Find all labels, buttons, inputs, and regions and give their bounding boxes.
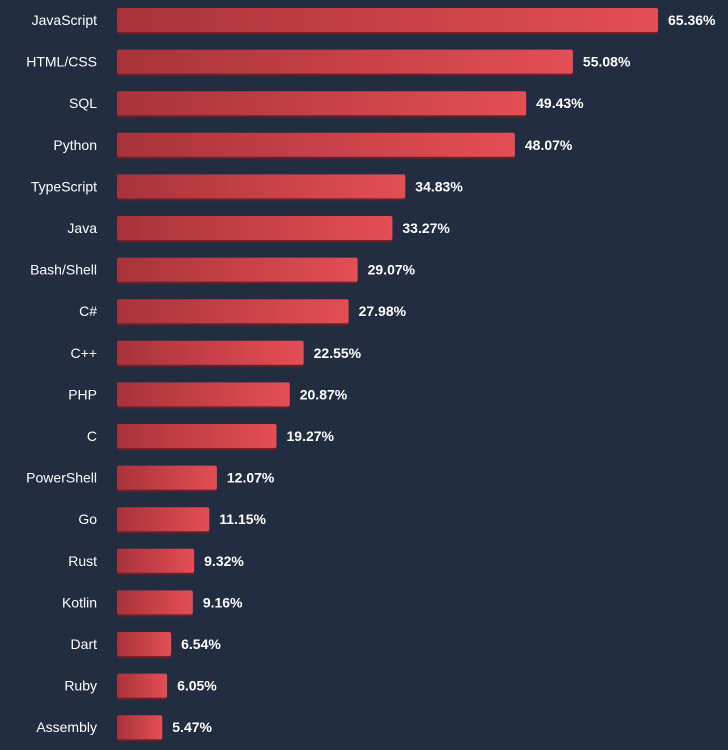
value-label: 33.27% bbox=[402, 220, 450, 236]
category-label: C# bbox=[79, 303, 97, 319]
value-label: 6.54% bbox=[181, 636, 221, 652]
value-label: 65.36% bbox=[668, 12, 716, 28]
value-label: 55.08% bbox=[583, 54, 631, 70]
value-label: 20.87% bbox=[300, 386, 348, 402]
bar-powershell[interactable] bbox=[117, 465, 217, 490]
bar-html-css[interactable] bbox=[117, 49, 573, 74]
bar-go[interactable] bbox=[117, 507, 210, 532]
value-label: 19.27% bbox=[287, 428, 335, 444]
category-label: Kotlin bbox=[62, 594, 97, 610]
category-label: Python bbox=[53, 137, 97, 153]
bar-assembly[interactable] bbox=[117, 715, 163, 740]
bar-c-[interactable] bbox=[117, 340, 304, 365]
category-label: Assembly bbox=[36, 719, 97, 735]
bar-kotlin[interactable] bbox=[117, 590, 193, 615]
bar-c-[interactable] bbox=[117, 299, 349, 324]
value-label: 9.32% bbox=[204, 553, 244, 569]
value-label: 12.07% bbox=[227, 470, 275, 486]
bar-javascript[interactable] bbox=[117, 8, 658, 32]
bar-dart[interactable] bbox=[117, 632, 172, 656]
value-label: 27.98% bbox=[359, 303, 407, 319]
value-label: 9.16% bbox=[203, 594, 243, 610]
value-label: 22.55% bbox=[314, 345, 362, 361]
category-label: C bbox=[87, 428, 97, 444]
value-label: 6.05% bbox=[177, 678, 217, 694]
bar-python[interactable] bbox=[117, 132, 515, 157]
category-label: PowerShell bbox=[26, 470, 97, 486]
bar-c[interactable] bbox=[117, 424, 277, 448]
category-label: Rust bbox=[68, 553, 97, 569]
category-label: Dart bbox=[71, 636, 98, 652]
category-label: HTML/CSS bbox=[26, 54, 97, 70]
value-label: 49.43% bbox=[536, 95, 584, 111]
bar-rust[interactable] bbox=[117, 548, 195, 573]
category-label: PHP bbox=[68, 386, 97, 402]
category-label: TypeScript bbox=[31, 178, 97, 194]
bar-sql[interactable] bbox=[117, 91, 527, 116]
category-label: Bash/Shell bbox=[30, 262, 97, 278]
bar-php[interactable] bbox=[117, 382, 290, 407]
value-label: 34.83% bbox=[415, 178, 463, 194]
bar-bash-shell[interactable] bbox=[117, 257, 358, 282]
bar-java[interactable] bbox=[117, 216, 393, 240]
category-label: Go bbox=[78, 511, 97, 527]
category-label: Java bbox=[67, 220, 97, 236]
value-label: 5.47% bbox=[172, 719, 212, 735]
category-label: JavaScript bbox=[32, 12, 97, 28]
value-label: 48.07% bbox=[525, 137, 573, 153]
bar-typescript[interactable] bbox=[117, 174, 406, 199]
category-label: C++ bbox=[71, 345, 97, 361]
category-label: Ruby bbox=[64, 678, 97, 694]
value-label: 11.15% bbox=[219, 511, 266, 527]
bar-ruby[interactable] bbox=[117, 673, 168, 698]
value-label: 29.07% bbox=[368, 262, 416, 278]
category-label: SQL bbox=[69, 95, 97, 111]
